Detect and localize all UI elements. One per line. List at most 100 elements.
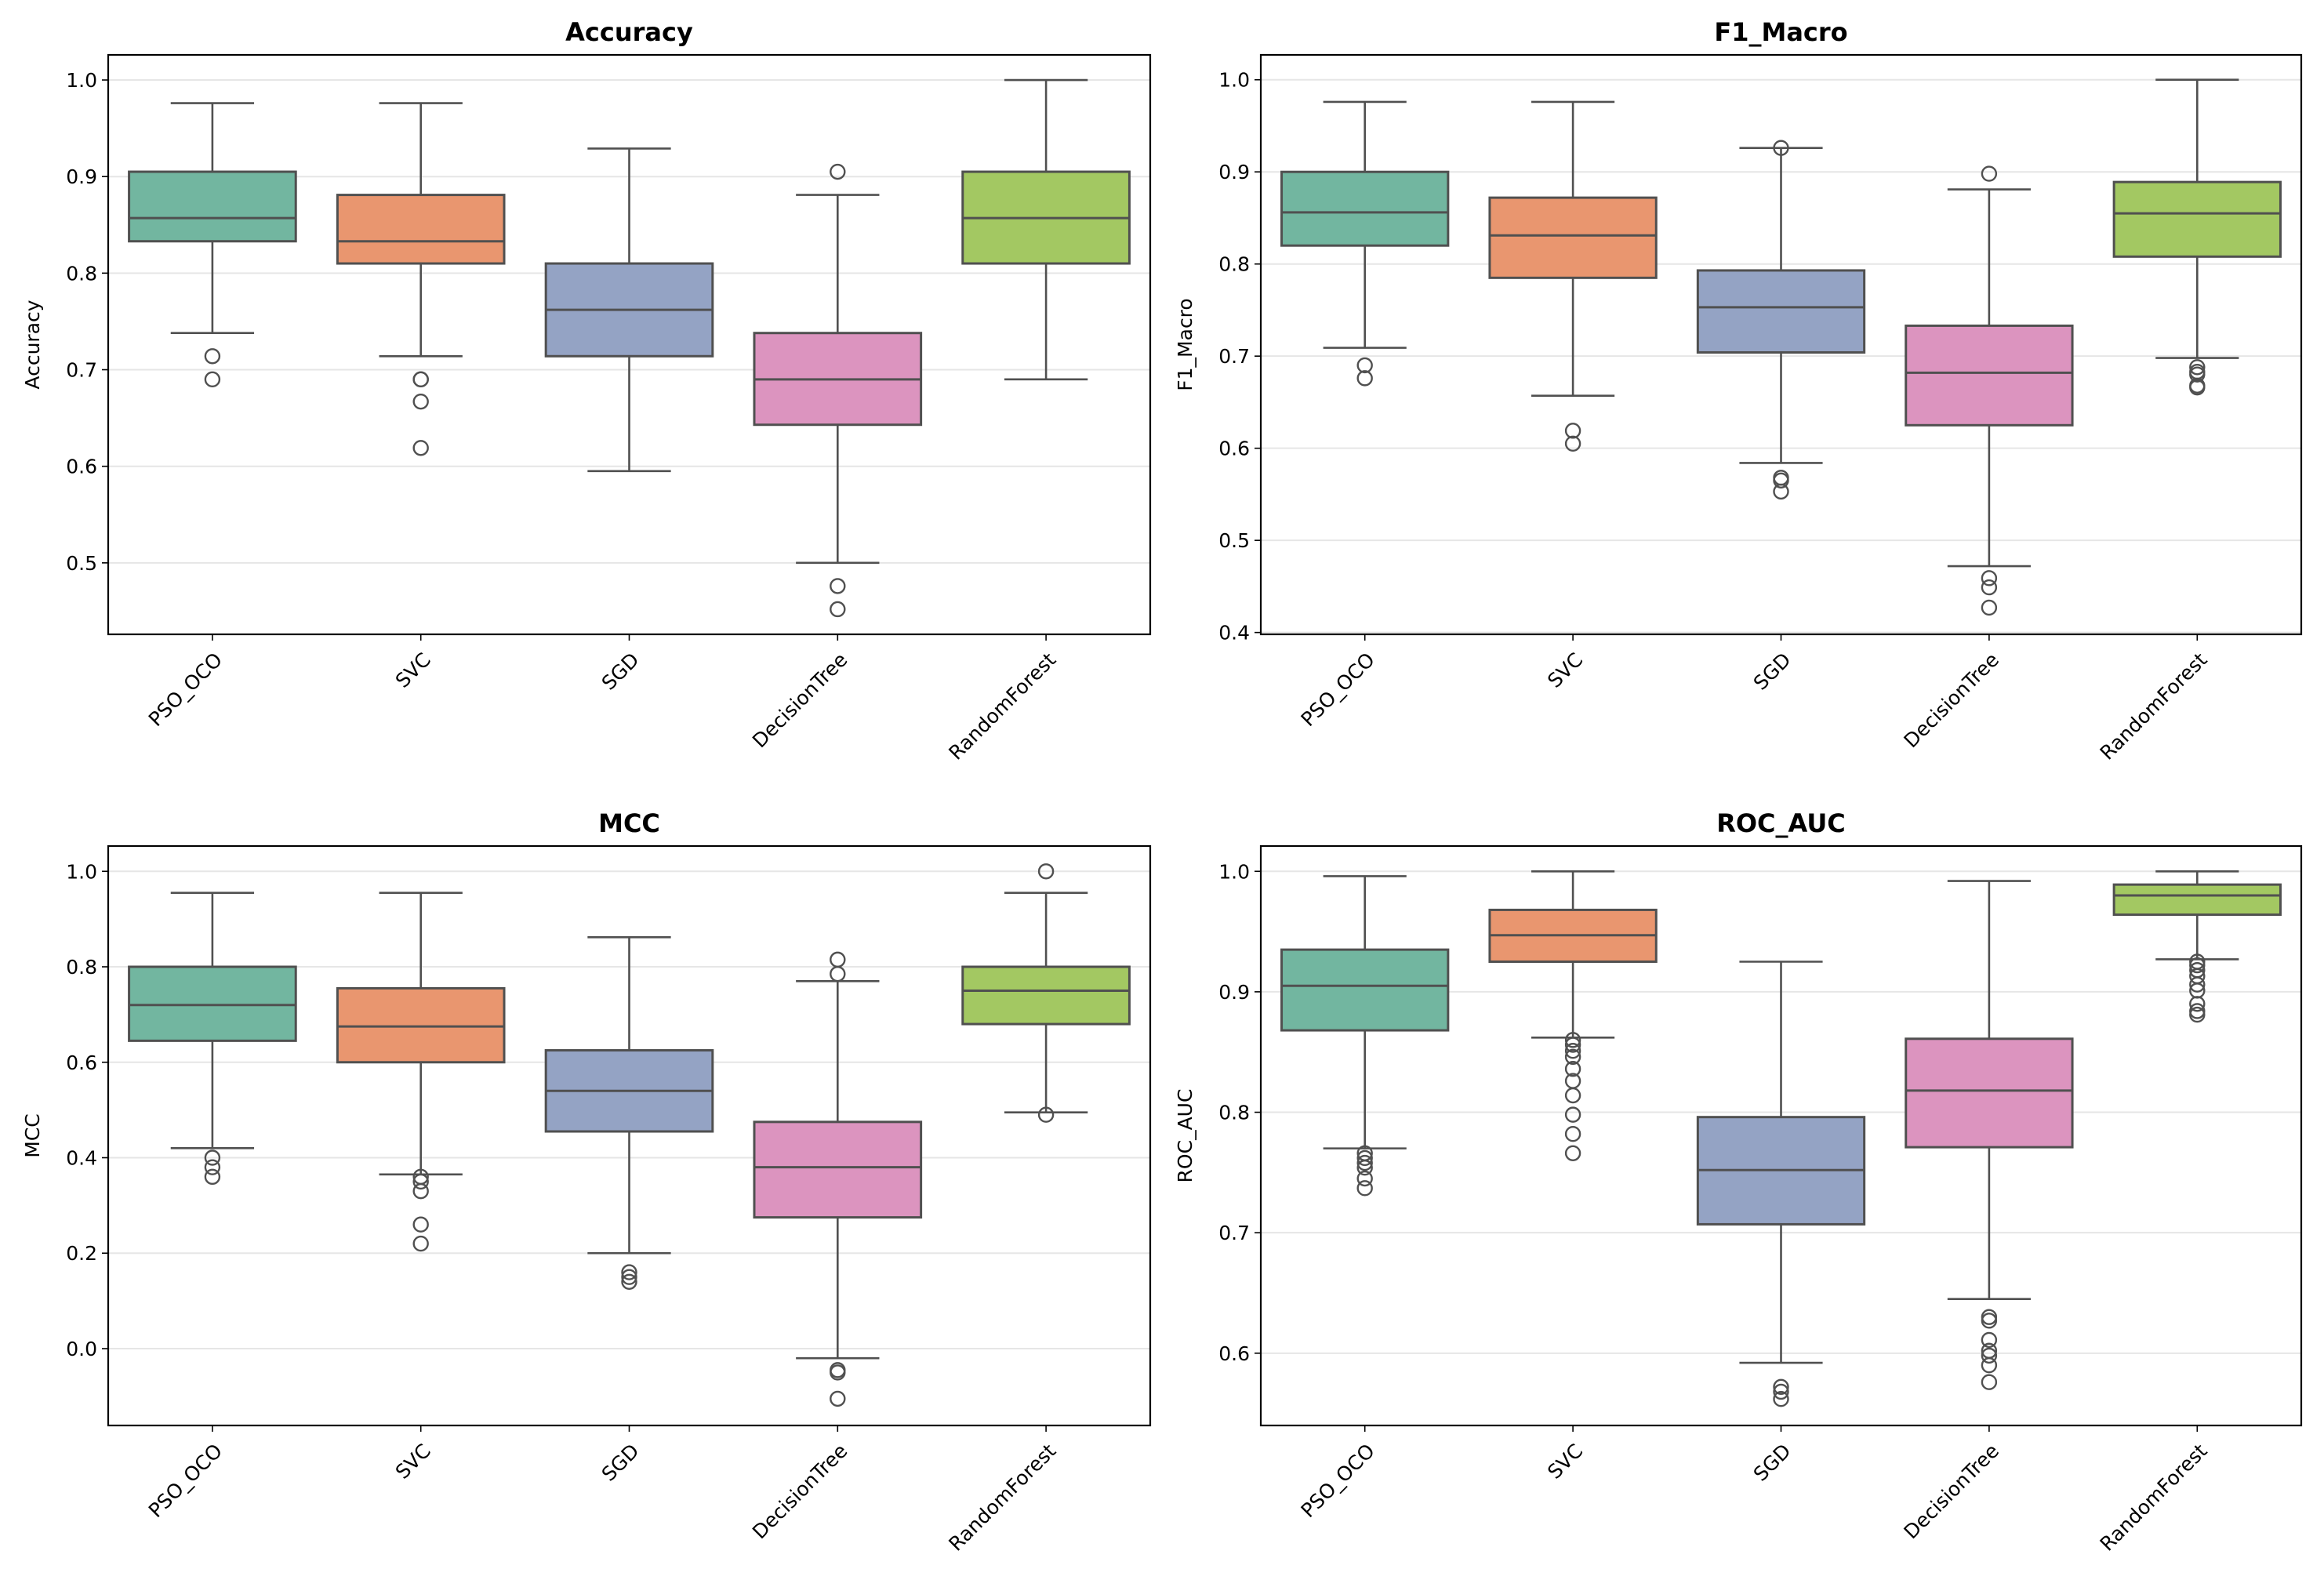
x-tick-label: SVC — [391, 648, 435, 692]
box-svc — [1488, 870, 1658, 1161]
y-tick-label: 0.5 — [66, 552, 97, 575]
iqr-box — [753, 1120, 923, 1219]
box-pso_oco — [128, 102, 297, 388]
outlier-point — [1037, 863, 1055, 880]
iqr-box — [1280, 170, 1450, 247]
outlier-point — [1037, 1106, 1055, 1123]
outlier-point — [621, 1273, 637, 1290]
outlier-point — [2189, 976, 2206, 993]
axes-frame — [1259, 844, 2303, 1427]
x-tick-label: PSO_OCO — [144, 1440, 227, 1522]
outlier-point — [830, 951, 846, 968]
y-tick-label: 0.8 — [66, 956, 97, 979]
axes-frame — [107, 844, 1152, 1427]
x-tick-label: SVC — [1543, 648, 1587, 692]
outlier-point — [412, 440, 429, 456]
outlier-point — [412, 371, 429, 388]
box-sgd — [1696, 961, 1866, 1407]
outlier-point — [830, 578, 846, 594]
box-decisiontree — [1905, 880, 2074, 1390]
outlier-point — [1356, 1154, 1373, 1171]
outlier-point — [2189, 957, 2206, 974]
outlier-point — [830, 1390, 846, 1407]
outlier-point — [1773, 140, 1789, 156]
iqr-box — [2112, 883, 2282, 917]
x-tick-label: DecisionTree — [1900, 648, 2004, 753]
outlier-point — [204, 348, 221, 365]
subplot-mcc: 0.0 0.2 0.4 0.6 0.8 1.0 PSO_OCO SVC SGD DecisionT… — [21, 808, 1152, 1556]
outlier-point — [1564, 1087, 1581, 1104]
outlier-point — [1564, 1061, 1581, 1077]
y-tick-label: 0.5 — [1218, 529, 1250, 552]
iqr-box — [1905, 1037, 2074, 1149]
outlier-point — [1981, 1331, 1998, 1349]
outlier-point — [2189, 996, 2206, 1012]
iqr-box — [336, 194, 506, 265]
iqr-box — [128, 965, 297, 1042]
x-tick-label: SGD — [1749, 648, 1796, 695]
outlier-point — [1981, 1347, 1998, 1364]
y-tick-label: 0.2 — [66, 1242, 97, 1265]
box-randomforest — [2112, 78, 2282, 396]
box-decisiontree — [753, 951, 923, 1407]
y-tick-label: 0.9 — [1218, 981, 1250, 1004]
y-tick-label: 0.7 — [1218, 345, 1250, 368]
x-tick-label: SGD — [597, 1440, 644, 1486]
x-tick-label: PSO_OCO — [1297, 1440, 1379, 1522]
outlier-point — [1981, 1356, 1998, 1374]
box-decisiontree — [1905, 165, 2074, 616]
y-tick-label: 0.9 — [66, 165, 97, 188]
outlier-point — [1356, 370, 1373, 387]
subplot-roc-auc: 0.6 0.7 0.8 0.9 1.0 PSO_OCO SVC SGD DecisionTree… — [1174, 808, 2303, 1556]
axes-frame — [1259, 53, 2303, 636]
outlier-point — [2189, 366, 2206, 383]
box-randomforest — [961, 78, 1131, 381]
outlier-point — [1773, 1390, 1789, 1407]
outlier-point — [1356, 1160, 1373, 1176]
y-tick-label: 1.0 — [1218, 860, 1250, 883]
y-axis-label: MCC — [21, 1113, 44, 1157]
outlier-point — [1773, 1383, 1789, 1400]
x-tick-label: DecisionTree — [748, 648, 852, 753]
y-axis-label: ROC_AUC — [1174, 1089, 1196, 1183]
x-tick-label: SVC — [391, 1440, 435, 1484]
outlier-point — [1356, 1180, 1373, 1197]
x-tick-label: RandomForest — [944, 1440, 1060, 1556]
outlier-point — [1356, 1170, 1373, 1187]
outlier-point — [412, 1182, 429, 1200]
y-tick-label: 0.6 — [1218, 1342, 1250, 1365]
outlier-point — [1773, 483, 1789, 500]
outlier-point — [1981, 570, 1998, 586]
box-sgd — [1696, 140, 1866, 500]
subplot-title: F1_Macro — [1714, 17, 1847, 47]
iqr-box — [1696, 269, 1866, 354]
box-pso_oco — [1280, 100, 1450, 387]
outlier-point — [621, 1264, 637, 1280]
outlier-point — [1773, 472, 1789, 488]
outlier-point — [204, 1159, 221, 1175]
iqr-box — [1905, 324, 2074, 427]
subplot-title: MCC — [598, 808, 660, 838]
box-randomforest — [961, 863, 1131, 1123]
box-decisiontree — [753, 163, 923, 618]
outlier-point — [1981, 165, 1998, 182]
y-tick-label: 0.6 — [66, 456, 97, 478]
outlier-point — [830, 163, 846, 180]
outlier-point — [412, 393, 429, 410]
box-sgd — [544, 935, 714, 1290]
y-tick-label: 0.4 — [1218, 622, 1250, 645]
outlier-point — [1564, 1106, 1581, 1123]
y-tick-label: 0.7 — [1218, 1222, 1250, 1244]
outlier-point — [830, 601, 846, 618]
box-svc — [336, 102, 506, 456]
y-tick-label: 0.6 — [1218, 438, 1250, 460]
outlier-point — [1981, 579, 1998, 596]
outlier-point — [412, 1235, 429, 1252]
y-tick-label: 0.8 — [1218, 1102, 1250, 1124]
y-tick-label: 1.0 — [66, 860, 97, 883]
box-svc — [1488, 100, 1658, 452]
x-tick-label: RandomForest — [944, 648, 1060, 764]
x-tick-label: PSO_OCO — [1297, 648, 1379, 731]
x-tick-label: DecisionTree — [748, 1440, 852, 1544]
outlier-point — [2189, 379, 2206, 396]
